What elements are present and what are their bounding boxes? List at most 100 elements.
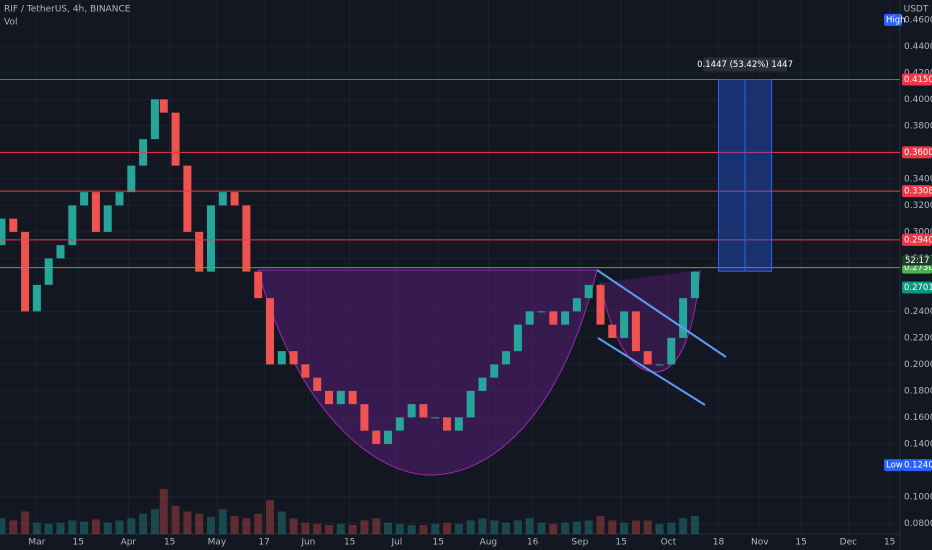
candle-body — [667, 337, 676, 365]
x-tick-label: Nov — [751, 538, 769, 548]
volume-bar — [549, 523, 558, 534]
volume-bar — [478, 518, 487, 534]
candle-body — [159, 99, 168, 113]
volume-bar — [21, 511, 30, 534]
candle-body — [254, 271, 263, 299]
candle-body — [0, 218, 6, 246]
price-tag — [902, 185, 932, 198]
volume-bar — [115, 520, 124, 534]
x-tick-label: 16 — [527, 538, 539, 548]
volume-bar — [395, 523, 404, 534]
price-tag-label: 0.2940 — [904, 235, 932, 245]
candle-body — [466, 390, 475, 418]
volume-bar — [643, 520, 652, 534]
volume-bar — [301, 522, 310, 534]
price-tag — [902, 146, 932, 159]
volume-bar — [454, 523, 463, 534]
volume-bar — [608, 520, 617, 534]
candle-body — [572, 298, 581, 312]
candle-body — [596, 284, 605, 325]
volume-bar — [150, 509, 159, 534]
volume-bar — [407, 525, 416, 534]
volume-bar — [159, 489, 168, 534]
candle-body — [620, 311, 629, 338]
x-tick-label: 18 — [713, 538, 725, 548]
volume-bar — [242, 518, 251, 534]
candle-body — [195, 231, 204, 272]
candle-body — [150, 99, 159, 140]
candle-body — [431, 417, 440, 419]
candle-body — [407, 404, 416, 418]
volume-bar — [667, 522, 676, 534]
volume-bar — [277, 511, 286, 534]
x-tick-label: Aug — [480, 538, 498, 548]
candle-body — [218, 192, 227, 206]
volume-bar — [32, 522, 41, 534]
candle-body — [325, 390, 334, 405]
volume-bar — [490, 520, 499, 534]
volume-bar — [56, 522, 65, 534]
volume-bar — [502, 522, 511, 534]
candle-body — [301, 364, 310, 378]
volume-bar — [127, 518, 136, 534]
cup-drawing — [257, 269, 598, 476]
volume-bar — [572, 521, 581, 534]
y-tick-label: 0.0800 — [904, 519, 932, 529]
volume-bar — [218, 509, 227, 534]
volume-bar — [44, 523, 53, 534]
volume-bar — [195, 513, 204, 534]
volume-bar — [183, 511, 192, 534]
candle-body — [68, 205, 77, 246]
candle-body — [372, 430, 381, 444]
candle-body — [502, 351, 511, 365]
x-tick-label: Jun — [300, 538, 315, 548]
candle-body — [655, 364, 664, 366]
candle-body — [313, 377, 322, 391]
x-tick-label: Oct — [661, 538, 677, 548]
volume-bar — [431, 523, 440, 534]
volume-bar — [584, 520, 593, 534]
candle-body — [80, 192, 89, 206]
volume-bar — [313, 523, 322, 534]
x-tick-label: Dec — [840, 538, 857, 548]
volume-label: Vol — [4, 18, 17, 28]
candle-body — [56, 245, 65, 259]
last-price-tag — [902, 281, 932, 294]
candle-body — [103, 205, 112, 232]
candle-body — [32, 284, 41, 312]
candle-body — [679, 298, 688, 338]
plot — [0, 99, 699, 534]
x-tick-label: May — [208, 538, 227, 548]
volume-bar — [103, 522, 112, 534]
x-tick-label: Apr — [121, 538, 137, 548]
volume-bar — [525, 518, 534, 534]
candle-body — [360, 404, 369, 431]
low-value: 0.1240 — [904, 461, 932, 471]
trend-line — [596, 269, 727, 358]
volume-bar — [68, 520, 77, 534]
volume-bar — [372, 518, 381, 534]
x-tick-label: 15 — [344, 538, 355, 548]
x-tick-label: 17 — [258, 538, 269, 548]
candle-body — [478, 377, 487, 391]
candle-body — [549, 311, 558, 325]
price-tag-label: 0.3600 — [904, 148, 932, 158]
currency: USDT — [904, 5, 929, 15]
chart-title: RIF / TetherUS, 4h, BINANCE — [4, 5, 131, 15]
candle-body — [419, 404, 428, 418]
high-value: 0.4600 — [904, 15, 932, 25]
volume-bar — [9, 520, 18, 534]
volume-bar — [266, 500, 274, 534]
volume-bar — [596, 516, 605, 534]
price-tag-label: 0.4150 — [904, 75, 932, 85]
x-tick-label: 15 — [164, 538, 175, 548]
price-tag — [902, 73, 932, 86]
volume-bar — [0, 518, 6, 534]
